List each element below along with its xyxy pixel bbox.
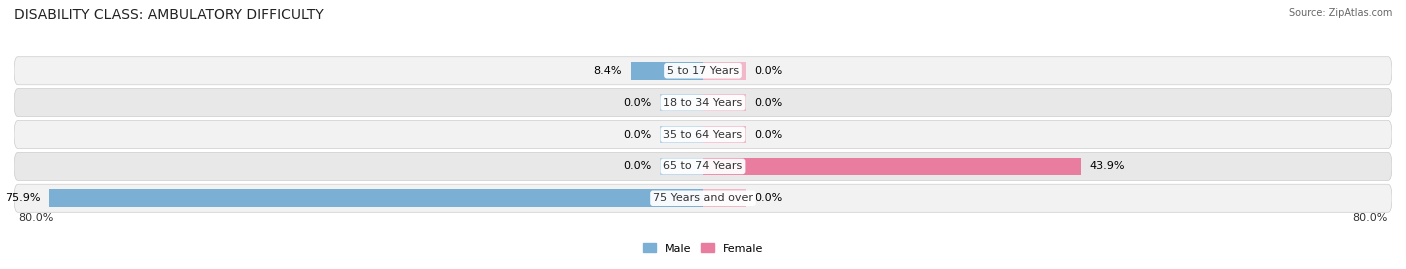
Bar [703, 158, 1081, 175]
Bar [703, 94, 747, 111]
Text: 75 Years and over: 75 Years and over [652, 193, 754, 203]
Text: 35 to 64 Years: 35 to 64 Years [664, 129, 742, 140]
FancyBboxPatch shape [14, 184, 1392, 212]
Text: 0.0%: 0.0% [755, 129, 783, 140]
Text: 0.0%: 0.0% [623, 98, 651, 108]
FancyBboxPatch shape [14, 57, 1392, 85]
Text: 0.0%: 0.0% [623, 129, 651, 140]
Bar [703, 126, 747, 143]
FancyBboxPatch shape [14, 121, 1392, 148]
Bar [49, 189, 703, 207]
Text: 0.0%: 0.0% [755, 98, 783, 108]
Bar [631, 62, 703, 80]
Bar [703, 158, 747, 175]
Text: 43.9%: 43.9% [1090, 161, 1125, 171]
Text: 65 to 74 Years: 65 to 74 Years [664, 161, 742, 171]
Text: Source: ZipAtlas.com: Source: ZipAtlas.com [1288, 8, 1392, 18]
Text: 0.0%: 0.0% [755, 66, 783, 76]
Bar [703, 62, 747, 80]
Legend: Male, Female: Male, Female [638, 239, 768, 258]
Text: 8.4%: 8.4% [593, 66, 621, 76]
Bar [703, 189, 747, 207]
Bar [659, 158, 703, 175]
FancyBboxPatch shape [14, 152, 1392, 180]
Text: 75.9%: 75.9% [6, 193, 41, 203]
Text: 18 to 34 Years: 18 to 34 Years [664, 98, 742, 108]
Text: 5 to 17 Years: 5 to 17 Years [666, 66, 740, 76]
Bar [659, 189, 703, 207]
Text: 0.0%: 0.0% [623, 161, 651, 171]
Bar [659, 62, 703, 80]
Text: 80.0%: 80.0% [1353, 213, 1388, 223]
Bar [659, 94, 703, 111]
Text: 0.0%: 0.0% [755, 193, 783, 203]
Bar [659, 126, 703, 143]
Text: 80.0%: 80.0% [18, 213, 53, 223]
FancyBboxPatch shape [14, 89, 1392, 117]
Text: DISABILITY CLASS: AMBULATORY DIFFICULTY: DISABILITY CLASS: AMBULATORY DIFFICULTY [14, 8, 323, 22]
